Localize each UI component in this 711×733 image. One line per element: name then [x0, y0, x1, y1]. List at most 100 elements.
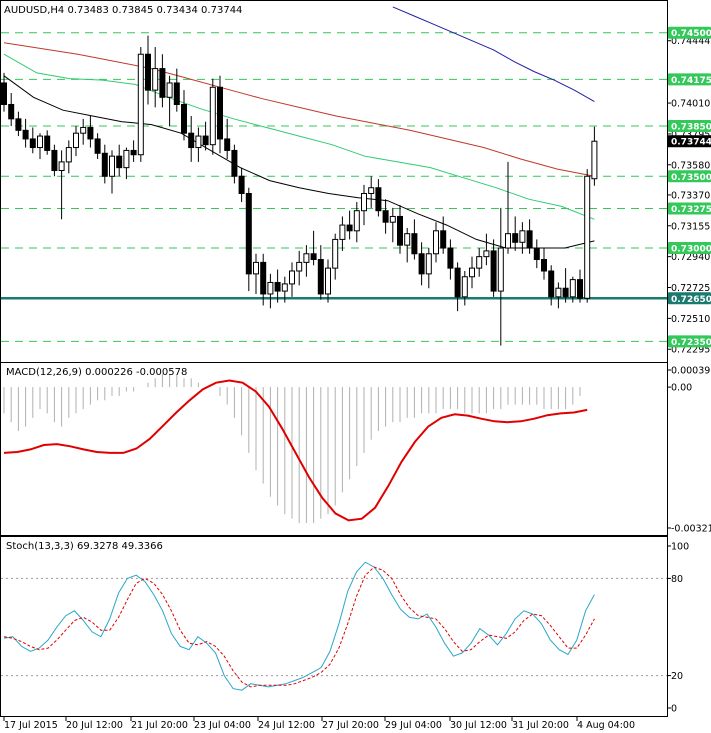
level-label: 0.73000: [671, 245, 711, 255]
candle-body: [87, 126, 94, 140]
price-axis-label: 0.74444: [671, 36, 710, 47]
price-axis-label: 0.73580: [671, 160, 710, 171]
level-label: 0.74500: [671, 29, 711, 39]
stoch-header: Stoch(13,3,3) 69.3278 49.3366: [6, 541, 163, 552]
stoch-axis-label: 100: [671, 542, 689, 553]
level-label: 0.73850: [671, 123, 711, 133]
candle-body: [253, 261, 259, 275]
candle-body: [526, 230, 533, 249]
candle-body: [260, 261, 267, 295]
candle-body: [173, 82, 180, 105]
ma-red-line: [3, 42, 595, 177]
candle-body: [346, 224, 353, 232]
candle-body: [368, 187, 375, 194]
price-axis-label: 0.72295: [671, 345, 710, 356]
candle-body: [15, 118, 22, 131]
time-axis-label: 23 Jul 04:00: [194, 720, 251, 731]
macd-axis-label: 0.00039: [671, 366, 710, 377]
candle-body: [116, 155, 123, 169]
level-label-box: [668, 73, 711, 86]
candle-body: [1, 82, 7, 105]
candle-body: [490, 250, 497, 292]
stoch-axis-label: 80: [671, 574, 683, 585]
ma-black-line: [3, 75, 595, 249]
candle-body: [404, 233, 411, 246]
candle-body: [80, 126, 87, 134]
candle-body: [497, 247, 504, 292]
candle-body: [310, 253, 317, 261]
candle-body: [433, 230, 439, 255]
candle-body: [188, 132, 195, 149]
candle-body: [217, 86, 223, 140]
candle-body: [548, 270, 555, 298]
candle-body: [303, 253, 310, 263]
candle-body: [8, 103, 15, 120]
candle-body: [382, 210, 389, 223]
price-panel-frame: [0, 0, 668, 363]
candle-body: [353, 210, 360, 232]
macd-signal-line: [3, 379, 588, 522]
level-label: 0.73500: [671, 173, 711, 183]
candle-body: [195, 135, 202, 149]
stoch-panel: 100 80 20 0: [1, 542, 689, 715]
price-axis-label: 0.73155: [671, 221, 710, 232]
candle-body: [555, 287, 562, 298]
candle-body: [152, 68, 159, 91]
candle-body: [22, 129, 29, 140]
last-price-box: [668, 135, 711, 148]
candle-body: [274, 281, 281, 292]
candle-body: [505, 233, 511, 249]
candle-body: [37, 135, 43, 149]
ma-blue-line: [392, 6, 595, 103]
stoch-panel-frame: [0, 536, 668, 717]
candle-body: [145, 53, 151, 91]
candle-body: [447, 247, 454, 269]
candle-body: [231, 149, 238, 177]
ma-green-line: [3, 53, 595, 220]
candle-body: [289, 270, 295, 285]
level-label: 0.72350: [671, 338, 711, 348]
stoch-axis-label: 0: [671, 704, 677, 715]
candle-body: [440, 230, 447, 249]
candle-body: [224, 138, 231, 151]
candle-body: [317, 259, 324, 295]
candle-body: [29, 138, 36, 149]
candle-body: [562, 287, 569, 298]
stoch-main-line: [3, 561, 595, 691]
candle-body: [166, 82, 173, 98]
level-label: 0.73275: [671, 205, 711, 215]
stoch-axis-label: 20: [671, 671, 683, 682]
level-label: 0.74175: [671, 76, 711, 86]
time-axis-label: 29 Jul 04:00: [385, 720, 442, 731]
candle-body: [44, 135, 51, 151]
time-axis-label: 27 Jul 20:00: [322, 720, 379, 731]
candle-body: [202, 135, 209, 146]
level-label-box: [668, 202, 711, 215]
candle-body: [577, 279, 583, 299]
candle-body: [389, 215, 396, 223]
candle-body: [181, 103, 187, 134]
candle-body: [325, 267, 331, 295]
candle-body: [418, 253, 425, 275]
time-axis: 17 Jul 2015 20 Jul 12:00 21 Jul 20:00 23 Ju…: [3, 717, 635, 731]
price-axis-label: 0.73795: [671, 129, 710, 140]
macd-axis-label: 0.00: [671, 383, 692, 394]
candle-body: [584, 175, 591, 299]
time-axis-label: 17 Jul 2015: [4, 720, 58, 731]
price-axis-label: 0.73370: [671, 190, 710, 201]
candle-body: [51, 149, 58, 172]
candle-body: [296, 261, 303, 272]
macd-axis-label: -0.003213: [671, 524, 711, 535]
candle-body: [94, 138, 101, 154]
time-axis-label: 20 Jul 12:00: [66, 720, 123, 731]
candle-body: [591, 140, 598, 180]
macd-panel-frame: [0, 362, 668, 536]
level-label-box: [668, 120, 711, 133]
candle-body: [123, 149, 130, 169]
price-axis-label: 0.72725: [671, 283, 710, 294]
candle-body: [425, 253, 432, 275]
candle-body: [461, 276, 468, 298]
price-axis-label: 0.72940: [671, 252, 710, 263]
price-panel: 0.74444 0.74010 0.73795 0.73580 0.73370 0.731…: [1, 6, 711, 356]
